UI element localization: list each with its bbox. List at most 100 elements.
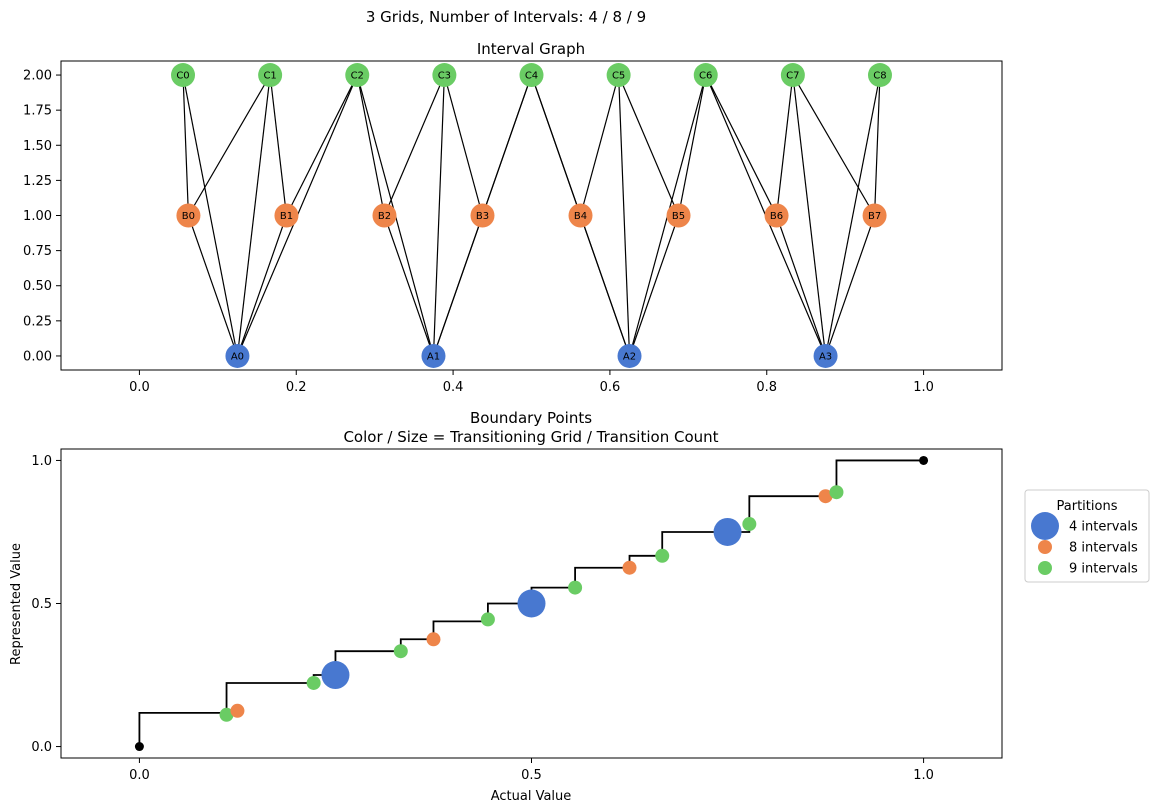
interval-graph-title: Interval Graph	[477, 40, 585, 58]
graph-node	[666, 203, 691, 228]
graph-node-label: C8	[873, 71, 886, 82]
legend-label: 4 intervals	[1069, 520, 1138, 535]
x-tick-label: 0.5	[521, 768, 542, 783]
legend-marker	[1031, 512, 1059, 540]
legend-marker	[1038, 540, 1052, 554]
graph-node	[693, 63, 718, 88]
graph-edge	[618, 75, 631, 356]
interval-graph-frame	[60, 60, 1003, 371]
graph-node	[432, 63, 457, 88]
graph-edge	[269, 74, 288, 216]
graph-node	[568, 203, 593, 228]
graph-edge	[182, 74, 239, 357]
graph-edge	[383, 215, 435, 357]
graph-edge	[530, 74, 582, 216]
interval-graph-nodes: A0 A1 A2 A3 B0 B1 B2 B3 B4 B5 B6 B7 C0 C1 C2 C3 C4 C5 C6 C7…	[171, 63, 892, 368]
graph-node	[780, 63, 805, 88]
graph-edge	[187, 215, 239, 357]
graph-node-label: B6	[770, 211, 783, 222]
legend: Partitions 4 intervals 8 intervals 9 inter…	[1024, 489, 1150, 583]
boundary-point	[426, 632, 441, 647]
graph-node-label: C7	[786, 71, 799, 82]
legend-marker	[1038, 561, 1052, 575]
legend-title: Partitions	[1057, 499, 1118, 514]
graph-edge	[775, 74, 794, 216]
graph-edge	[285, 74, 358, 216]
graph-edge	[236, 215, 288, 357]
boundary-points-frame	[60, 448, 1003, 759]
boundary-points-title: Boundary Points	[470, 409, 592, 427]
boundary-point	[230, 703, 245, 718]
graph-node-label: C0	[176, 71, 189, 82]
graph-edge	[824, 74, 881, 357]
graph-node-label: C2	[351, 71, 364, 82]
graph-node	[813, 343, 838, 368]
x-tick-label: 0.4	[443, 380, 464, 395]
graph-edge	[792, 74, 876, 216]
boundary-points-subtitle: Color / Size = Transitioning Grid / Tran…	[343, 428, 718, 446]
x-tick-label: 0.2	[286, 380, 307, 395]
graph-edge	[677, 74, 707, 216]
interval-graph-ticks: 0.0 0.2 0.4 0.6 0.8 1.0 0.00 0.25 0.50 0.75 1.00 1.…	[23, 69, 934, 395]
graph-node-label: B7	[868, 211, 881, 222]
graph-edge	[705, 74, 778, 216]
boundary-point	[480, 612, 495, 627]
graph-node-label: A3	[819, 351, 832, 362]
y-tick-label: 1.0	[31, 454, 52, 469]
boundary-point	[829, 485, 844, 500]
graph-node-label: A1	[427, 351, 440, 362]
graph-node-label: C1	[263, 71, 276, 82]
legend-label: 9 intervals	[1069, 562, 1138, 577]
boundary-point	[818, 489, 833, 504]
graph-node	[274, 203, 299, 228]
y-tick-label: 1.75	[23, 104, 52, 119]
boundary-point	[321, 661, 350, 690]
graph-node	[372, 203, 397, 228]
y-tick-label: 2.00	[23, 69, 52, 84]
graph-node-label: C6	[699, 71, 712, 82]
graph-node-label: A0	[231, 351, 244, 362]
y-tick-label: 0.0	[31, 740, 52, 755]
graph-edge	[236, 74, 271, 357]
legend-label: 8 intervals	[1069, 541, 1138, 556]
graph-edge	[579, 74, 620, 216]
graph-node	[764, 203, 789, 228]
boundary-point	[517, 589, 546, 618]
x-tick-label: 1.0	[913, 380, 934, 395]
graph-edge	[356, 74, 386, 216]
graph-node-label: B4	[574, 211, 587, 222]
graph-node-label: A2	[623, 351, 636, 362]
x-tick-label: 1.0	[913, 768, 934, 783]
boundary-point	[622, 560, 637, 575]
graph-node	[617, 343, 642, 368]
boundary-point	[568, 580, 583, 595]
graph-node	[171, 63, 196, 88]
graph-edge	[432, 75, 445, 356]
graph-node-label: B5	[672, 211, 685, 222]
graph-node-label: C5	[612, 71, 625, 82]
graph-node-label: B1	[280, 211, 293, 222]
graph-node-label: B2	[378, 211, 391, 222]
y-tick-label: 0.75	[23, 244, 52, 259]
graph-node	[345, 63, 370, 88]
boundary-point	[742, 517, 757, 532]
graph-node	[176, 203, 201, 228]
y-tick-label: 1.25	[23, 174, 52, 189]
graph-edge	[443, 74, 484, 216]
graph-edge	[628, 215, 680, 357]
y-tick-label: 0.50	[23, 279, 52, 294]
graph-node	[867, 63, 892, 88]
x-tick-label: 0.6	[600, 380, 621, 395]
figure-suptitle: 3 Grids, Number of Intervals: 4 / 8 / 9	[366, 8, 646, 26]
y-tick-label: 1.50	[23, 139, 52, 154]
graph-node	[519, 63, 544, 88]
y-axis-label: Represented Value	[9, 543, 24, 665]
graph-edge	[873, 75, 881, 216]
boundary-point	[393, 644, 408, 659]
graph-node	[421, 343, 446, 368]
graph-edge	[383, 74, 445, 216]
boundary-points-ticks: 0.0 0.5 1.0 0.0 0.5 1.0	[31, 454, 934, 783]
x-tick-label: 0.0	[129, 380, 150, 395]
graph-edge	[775, 215, 827, 357]
